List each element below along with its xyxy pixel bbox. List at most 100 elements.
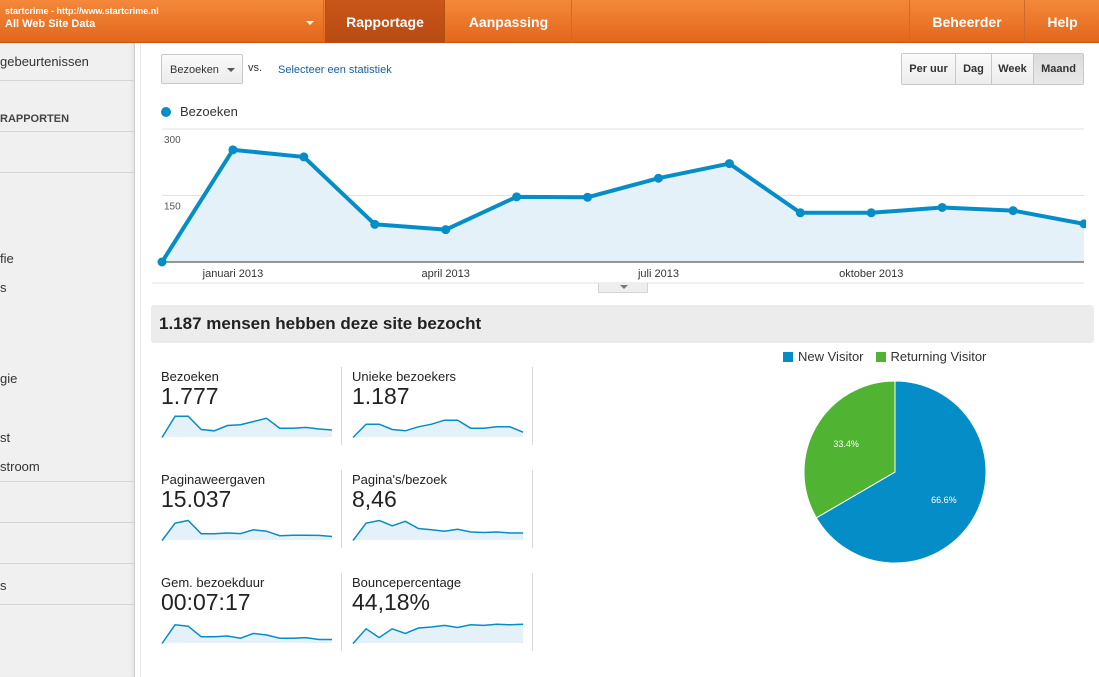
metric-value: 1.777: [161, 383, 219, 409]
metric-label: Paginaweergaven: [161, 472, 266, 487]
chart-legend: Bezoeken: [161, 104, 238, 119]
metric-tile-bouncepercentage[interactable]: Bouncepercentage 44,18%: [352, 575, 532, 655]
x-tick-label: juli 2013: [637, 268, 679, 280]
metric-label: Bouncepercentage: [352, 575, 462, 590]
legend-item-new-visitor[interactable]: New Visitor: [783, 349, 864, 364]
sparkline-line: [352, 519, 523, 541]
data-point: [228, 145, 238, 155]
data-point: [370, 219, 380, 229]
chevron-down-icon[interactable]: [306, 21, 314, 25]
metric-label: Unieke bezoekers: [352, 369, 457, 384]
metric-tile-bezoeken[interactable]: Bezoeken 1.777: [161, 369, 341, 449]
account-name: startcrime - http://www.startcrime.nl: [5, 6, 159, 16]
legend-item-returning-visitor[interactable]: Returning Visitor: [875, 349, 987, 364]
sparkline-line: [352, 623, 524, 644]
data-point: [1008, 206, 1018, 216]
divider: [341, 367, 342, 445]
granularity-dag-button[interactable]: Dag: [956, 54, 992, 84]
sidebar-section-header: RAPPORTEN: [0, 113, 70, 125]
sparkline-line: [352, 419, 524, 439]
data-point: [724, 159, 734, 169]
tab-aanpassing[interactable]: Aanpassing: [446, 0, 572, 43]
legend-swatch: [783, 351, 793, 362]
divider: [0, 604, 134, 605]
sparkline: [352, 419, 524, 439]
data-point: [157, 257, 167, 267]
metric-tile-paginas-per-bezoek[interactable]: Pagina's/bezoek 8,46: [352, 472, 532, 552]
sparkline-line: [161, 415, 333, 438]
sparkline: [352, 623, 524, 644]
sparkline-fill: [162, 624, 332, 644]
sidebar-item-s-bottom[interactable]: s: [0, 578, 7, 593]
legend-label: Returning Visitor: [890, 349, 987, 364]
metric-value: 00:07:17: [161, 589, 251, 615]
metric-label: Bezoeken: [161, 369, 219, 384]
data-point: [583, 192, 593, 202]
divider: [532, 573, 533, 651]
tab-help[interactable]: Help: [1047, 13, 1078, 30]
sparkline: [352, 519, 523, 541]
sparkline-line: [161, 624, 332, 644]
legend-swatch: [161, 106, 171, 117]
sparkline-fill: [162, 520, 332, 541]
data-point: [795, 208, 805, 218]
pie-slice-new-visitor: [815, 380, 987, 564]
visits-line-chart: 300 150 januari 2013 april 2013 juli 2013 okt…: [152, 128, 1086, 284]
divider: [532, 367, 533, 445]
y-tick-label: 150: [164, 202, 181, 213]
pie-slice-label: 33.4%: [833, 439, 859, 449]
metric-label: Pagina's/bezoek: [352, 472, 447, 487]
pie-legend: New Visitor Returning Visitor: [783, 349, 998, 364]
data-point: [299, 152, 309, 162]
metric-dropdown[interactable]: Bezoeken: [161, 54, 243, 84]
chart-collapse-handle[interactable]: [598, 283, 648, 293]
data-point: [653, 173, 663, 183]
metric-tile-bezoekduur[interactable]: Gem. bezoekduur 00:07:17: [161, 575, 341, 655]
x-tick-label: januari 2013: [202, 268, 264, 280]
granularity-week-button[interactable]: Week: [992, 54, 1034, 84]
legend-label: Bezoeken: [180, 104, 238, 119]
sidebar-item-gebeurtenissen[interactable]: gebeurtenissen: [0, 54, 89, 69]
sidebar-item-gie[interactable]: gie: [0, 371, 18, 386]
profile-name: All Web Site Data: [5, 18, 96, 30]
divider: [0, 522, 134, 523]
sidebar: gebeurtenissen RAPPORTEN fie s gie st st…: [0, 43, 135, 677]
sparkline: [161, 519, 333, 541]
metric-label: Gem. bezoekduur: [161, 575, 265, 590]
granularity-per-uur-button[interactable]: Per uur: [902, 54, 956, 84]
data-point: [512, 192, 522, 202]
top-bar: startcrime - http://www.startcrime.nl Al…: [0, 0, 1099, 43]
visitor-type-pie-chart: 66.6% 33.4%: [803, 380, 987, 564]
granularity-maand-button[interactable]: Maand: [1034, 54, 1083, 84]
sidebar-item-s[interactable]: s: [0, 280, 7, 295]
granularity-toggle: Per uur Dag Week Maand: [901, 53, 1084, 85]
divider: [532, 470, 533, 548]
account-selector[interactable]: startcrime - http://www.startcrime.nl Al…: [0, 0, 324, 43]
metric-tile-paginaweergaven[interactable]: Paginaweergaven 15.037: [161, 472, 341, 552]
sparkline-fill: [353, 420, 523, 438]
divider: [341, 470, 342, 548]
metric-value: 44,18%: [352, 589, 431, 615]
sparkline-line: [161, 519, 333, 541]
data-point: [866, 208, 876, 218]
data-point: [441, 225, 451, 235]
select-statistic-link[interactable]: Selecteer een statistiek: [278, 64, 392, 76]
pie-slice-returning-visitor: [803, 380, 896, 519]
series-line: [160, 147, 1085, 264]
data-point: [1079, 219, 1086, 229]
metric-tile-unieke-bezoekers[interactable]: Unieke bezoekers 1.187: [352, 369, 532, 449]
sidebar-item-st[interactable]: st: [0, 430, 11, 445]
legend-label: New Visitor: [798, 349, 864, 364]
chevron-down-icon: [620, 285, 628, 289]
sidebar-item-fie[interactable]: fie: [0, 251, 14, 266]
legend-swatch: [875, 351, 886, 362]
sparkline-fill: [353, 624, 523, 644]
tab-rapportage[interactable]: Rapportage: [325, 0, 445, 43]
tab-beheerder[interactable]: Beheerder: [909, 0, 1025, 43]
chevron-down-icon: [227, 68, 235, 72]
divider: [0, 172, 134, 173]
divider: [0, 80, 134, 81]
sidebar-item-stroom[interactable]: stroom: [0, 459, 40, 474]
metric-value: 1.187: [352, 383, 410, 409]
sparkline-fill: [162, 416, 332, 438]
